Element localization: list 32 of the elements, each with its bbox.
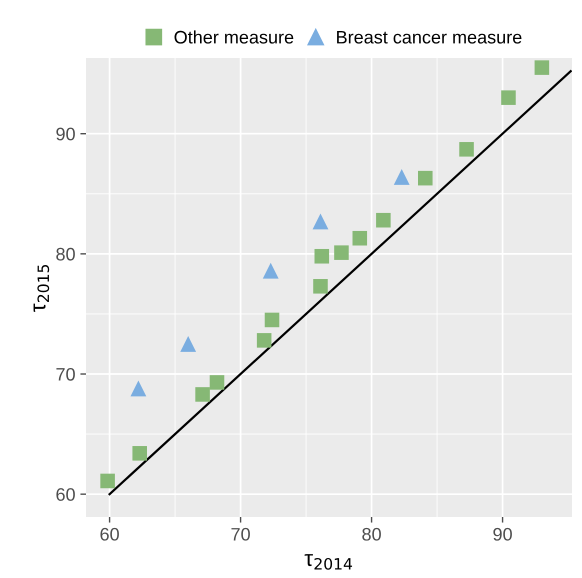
y-tick-label: 80: [56, 248, 75, 261]
point: [534, 60, 550, 75]
point: [262, 262, 279, 279]
point: [501, 90, 516, 105]
x-tick-label: 60: [100, 528, 119, 541]
point: [352, 230, 368, 246]
point: [314, 248, 330, 264]
y-axis-title: τ$_{2015}$: [34, 264, 50, 312]
point: [130, 380, 146, 396]
y-tick-label: 90: [56, 128, 75, 140]
x-tick-label: 80: [362, 528, 381, 541]
x-axis-title: τ$_{2014}$: [304, 554, 352, 570]
point: [180, 336, 196, 352]
legend-label: Other measure: [174, 30, 294, 44]
y-tick-label: 70: [56, 368, 75, 381]
point: [132, 446, 147, 461]
y-tick-label: 60: [56, 488, 75, 501]
point: [195, 387, 210, 402]
x-tick-label: 90: [493, 528, 512, 541]
point: [459, 142, 474, 157]
point: [334, 245, 349, 260]
point: [313, 279, 328, 294]
point: [418, 170, 433, 186]
point: [256, 333, 272, 348]
legend-label: Breast cancer measure: [337, 31, 522, 44]
point: [394, 169, 410, 185]
point: [264, 312, 280, 328]
point: [376, 212, 391, 228]
point: [312, 213, 328, 230]
x-tick-label: 70: [231, 528, 250, 541]
point: [100, 474, 115, 488]
point: [210, 375, 224, 390]
